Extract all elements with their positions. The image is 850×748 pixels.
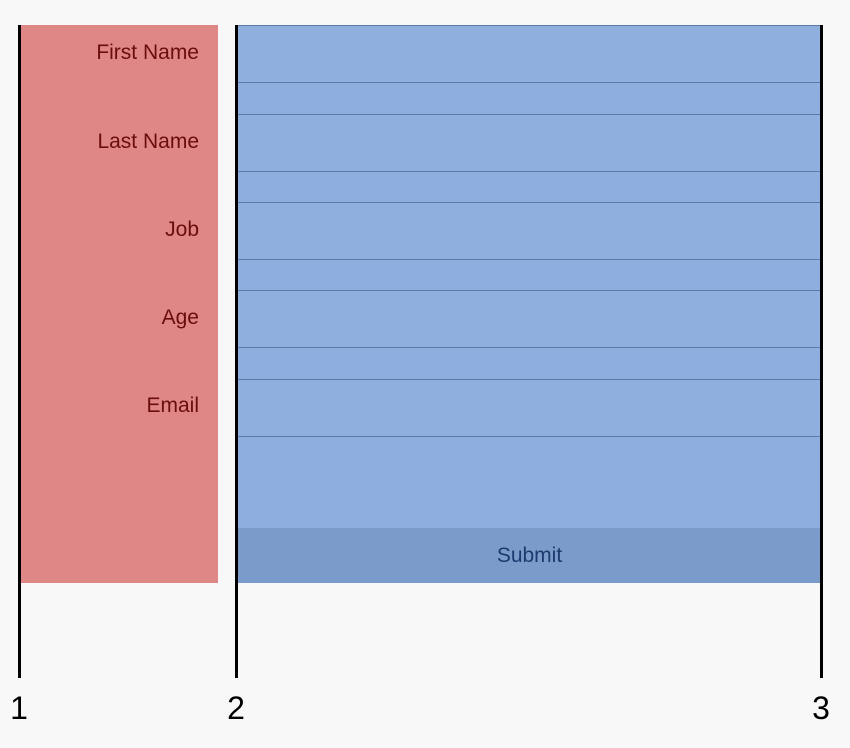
label-age: Age (161, 306, 199, 329)
first-name-field[interactable] (237, 25, 822, 83)
age-field[interactable] (237, 290, 822, 348)
label-job: Job (165, 218, 199, 241)
field-column: Submit (237, 25, 822, 583)
label-column: First Name Last Name Job Age Email (21, 25, 218, 583)
grid-line-2 (235, 25, 238, 678)
label-email: Email (146, 394, 199, 417)
submit-button[interactable]: Submit (237, 528, 822, 583)
last-name-field[interactable] (237, 114, 822, 172)
label-last-name: Last Name (97, 130, 199, 153)
label-first-name: First Name (96, 41, 199, 64)
grid-line-number-2: 2 (227, 690, 245, 726)
email-field[interactable] (237, 379, 822, 437)
grid-line-3 (820, 25, 823, 678)
grid-line-1 (18, 25, 21, 678)
job-field[interactable] (237, 202, 822, 260)
grid-line-number-1: 1 (10, 690, 28, 726)
grid-line-number-3: 3 (812, 690, 830, 726)
